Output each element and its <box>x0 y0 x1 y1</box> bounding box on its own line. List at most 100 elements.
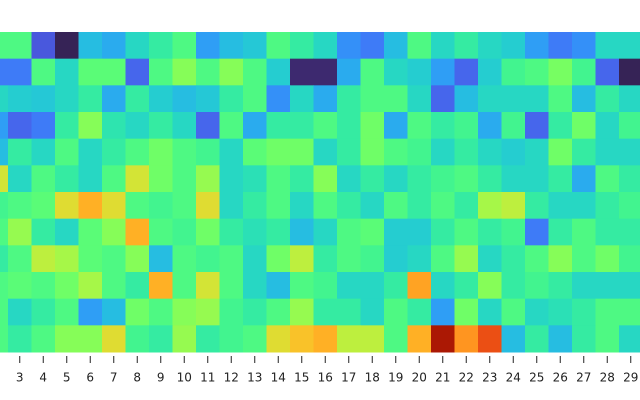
heatmap-cell <box>454 298 479 326</box>
heatmap-cell <box>501 58 526 86</box>
heatmap-cell <box>172 85 197 113</box>
heatmap-cell <box>243 192 267 220</box>
heatmap-cell <box>0 245 9 273</box>
heatmap-cell <box>78 272 103 300</box>
heatmap-cell <box>407 138 432 166</box>
heatmap-cell <box>266 165 291 193</box>
heatmap-cell <box>31 85 56 113</box>
x-tick-label: 9 <box>157 371 165 385</box>
heatmap-cell <box>55 58 79 86</box>
heatmap-cell <box>431 298 455 326</box>
heatmap-cell <box>619 298 640 326</box>
heatmap-cell <box>360 272 385 300</box>
heatmap-cell <box>172 58 197 86</box>
heatmap-cell <box>78 245 103 273</box>
heatmap-cell <box>501 32 526 60</box>
heatmap-cell <box>31 32 56 60</box>
x-tick-label: 22 <box>459 371 474 385</box>
heatmap-cell <box>8 112 32 140</box>
heatmap-cell <box>196 192 220 220</box>
heatmap-cell <box>313 325 338 353</box>
heatmap-cell <box>595 325 620 353</box>
heatmap-cell <box>313 32 338 60</box>
heatmap-cell <box>313 218 338 246</box>
heatmap-cell <box>172 192 197 220</box>
heatmap-cell <box>548 298 573 326</box>
heatmap-cell <box>219 192 244 220</box>
heatmap-cell <box>102 58 126 86</box>
heatmap-cell <box>619 165 640 193</box>
heatmap-cell <box>0 272 9 300</box>
heatmap-cell <box>0 112 9 140</box>
heatmap-cell <box>501 325 526 353</box>
heatmap-cell <box>290 112 314 140</box>
heatmap-cell <box>102 112 126 140</box>
heatmap-cell <box>407 58 432 86</box>
heatmap-cell <box>102 298 126 326</box>
heatmap-cell <box>149 298 173 326</box>
heatmap-cell <box>337 32 361 60</box>
heatmap-cell <box>595 245 620 273</box>
heatmap-cell <box>125 165 150 193</box>
heatmap-cell <box>125 112 150 140</box>
heatmap-cell <box>266 298 291 326</box>
heatmap-cell <box>454 138 479 166</box>
heatmap-cell <box>266 272 291 300</box>
heatmap-cell <box>431 245 455 273</box>
heatmap-cell <box>290 85 314 113</box>
heatmap-cell <box>525 138 549 166</box>
heatmap-cell <box>619 245 640 273</box>
heatmap-cell <box>501 298 526 326</box>
heatmap-cell <box>0 85 9 113</box>
heatmap-cell <box>478 138 502 166</box>
heatmap-cell <box>290 218 314 246</box>
heatmap-cell <box>172 325 197 353</box>
heatmap-cell <box>102 165 126 193</box>
heatmap-cell <box>290 32 314 60</box>
heatmap-cell <box>125 85 150 113</box>
heatmap-cell <box>31 112 56 140</box>
x-tick-label: 13 <box>247 371 262 385</box>
heatmap-cell <box>501 85 526 113</box>
heatmap-cell <box>525 245 549 273</box>
heatmap-cell <box>78 58 103 86</box>
x-tick-label: 3 <box>16 371 24 385</box>
heatmap-cell <box>337 85 361 113</box>
heatmap-cell <box>290 272 314 300</box>
heatmap-cell <box>360 245 385 273</box>
heatmap-cell <box>384 245 408 273</box>
heatmap-cell <box>407 272 432 300</box>
heatmap-cell <box>619 32 640 60</box>
heatmap-cell <box>55 245 79 273</box>
heatmap-cell <box>102 138 126 166</box>
heatmap-cell <box>360 192 385 220</box>
heatmap-cell <box>407 85 432 113</box>
heatmap-cell <box>102 32 126 60</box>
heatmap-cell <box>454 272 479 300</box>
heatmap-cell <box>172 298 197 326</box>
heatmap-cell <box>172 138 197 166</box>
heatmap-cell <box>548 192 573 220</box>
heatmap-cell <box>172 245 197 273</box>
heatmap-cell <box>360 85 385 113</box>
heatmap-cell <box>55 192 79 220</box>
heatmap-cell <box>55 165 79 193</box>
heatmap-cell <box>384 218 408 246</box>
x-tick-label: 26 <box>553 371 568 385</box>
heatmap-cell <box>548 218 573 246</box>
heatmap-cell <box>290 325 314 353</box>
heatmap-cell <box>102 272 126 300</box>
heatmap-cell <box>548 245 573 273</box>
heatmap-cell <box>8 138 32 166</box>
x-tick-label: 15 <box>294 371 309 385</box>
heatmap-cell <box>501 218 526 246</box>
heatmap-cell <box>572 298 596 326</box>
heatmap-cell <box>219 298 244 326</box>
heatmap-cell <box>384 85 408 113</box>
heatmap-cell <box>454 245 479 273</box>
heatmap-cell <box>102 192 126 220</box>
heatmap-cell <box>525 325 549 353</box>
heatmap-cell <box>525 112 549 140</box>
heatmap-cell <box>243 325 267 353</box>
